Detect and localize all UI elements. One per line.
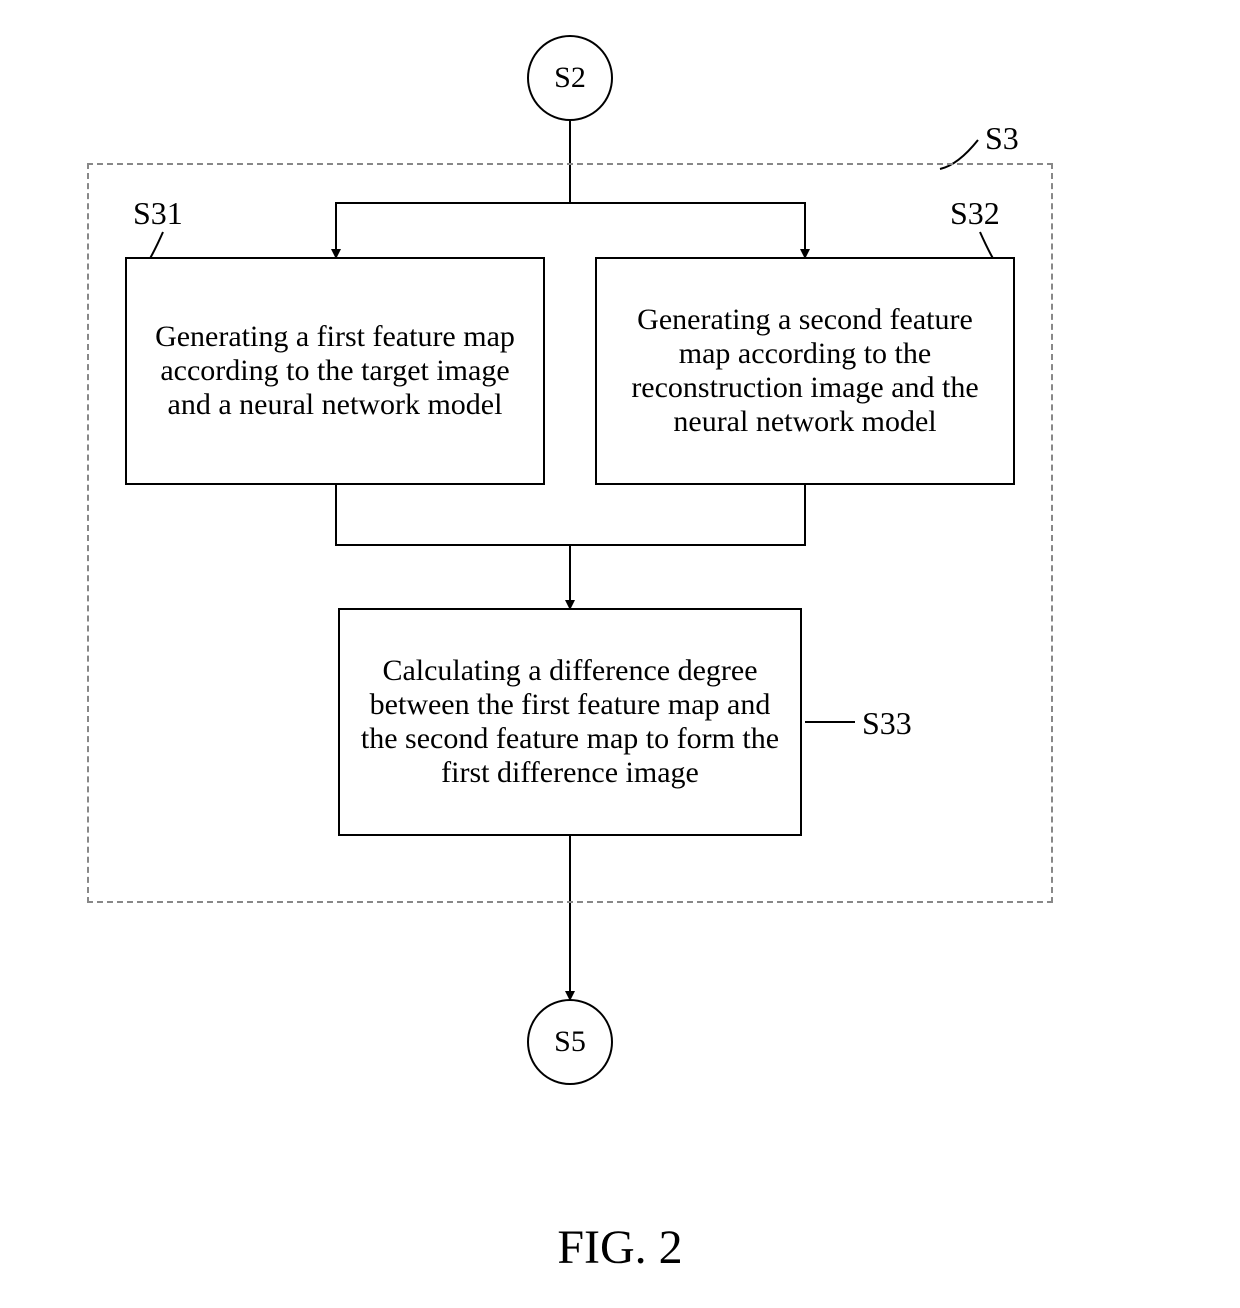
label-s3: S3 (985, 120, 1019, 157)
node-s33: Calculating a difference degree between … (338, 608, 802, 836)
figure-caption: FIG. 2 (0, 1220, 1240, 1275)
node-s31-text: Generating a first feature map according… (147, 320, 523, 422)
label-s33-text: S33 (862, 705, 912, 741)
figure-caption-text: FIG. 2 (557, 1221, 682, 1274)
label-s32-text: S32 (950, 195, 1000, 231)
label-s32: S32 (950, 195, 1000, 232)
node-s33-text: Calculating a difference degree between … (360, 654, 780, 790)
node-s32-text: Generating a second feature map accordin… (617, 303, 993, 439)
node-s32: Generating a second feature map accordin… (595, 257, 1015, 485)
node-s5-text: S5 (554, 1025, 586, 1059)
label-s33: S33 (862, 705, 912, 742)
label-s31-text: S31 (133, 195, 183, 231)
node-s2-text: S2 (554, 61, 586, 95)
label-s3-text: S3 (985, 120, 1019, 156)
node-s31: Generating a first feature map according… (125, 257, 545, 485)
node-s2: S2 (527, 35, 613, 121)
node-s5: S5 (527, 999, 613, 1085)
label-s31: S31 (133, 195, 183, 232)
